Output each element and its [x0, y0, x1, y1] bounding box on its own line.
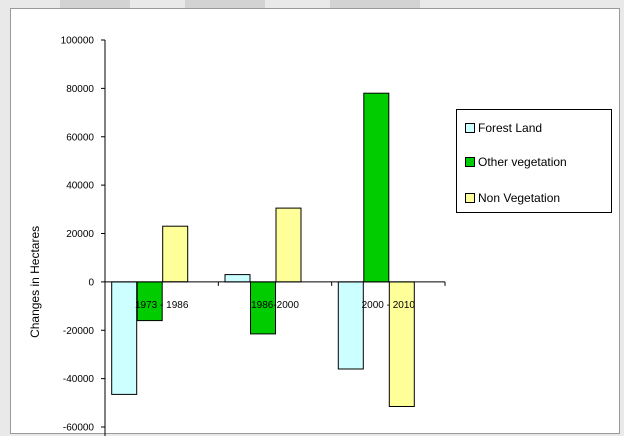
- bar-forest-land: [224, 274, 251, 283]
- bar-non-vegetation: [275, 207, 302, 283]
- y-tick-label: -20000: [63, 326, 95, 337]
- y-tick-label: -40000: [63, 374, 95, 385]
- y-tick-label: 80000: [66, 84, 94, 95]
- y-tick-label: 100000: [61, 36, 95, 47]
- bar-other-vegetation: [363, 92, 390, 283]
- legend-item-other-vegetation: Other vegetation: [465, 155, 567, 169]
- category-label: 1973 - 1986: [135, 300, 189, 311]
- chart-legend: Forest Land Other vegetation Non Vegetat…: [456, 109, 612, 213]
- legend-swatch-other-vegetation: [465, 157, 475, 167]
- y-tick-label: 20000: [66, 229, 94, 240]
- y-tick-label: 0: [88, 277, 94, 288]
- bar-forest-land: [337, 281, 364, 370]
- legend-swatch-forest-land: [465, 123, 475, 133]
- y-tick-label: -60000: [63, 423, 95, 434]
- y-tick-label: 60000: [66, 132, 94, 143]
- y-tick-label: 40000: [66, 181, 94, 192]
- legend-label: Other vegetation: [478, 155, 567, 169]
- legend-label: Forest Land: [478, 121, 543, 135]
- bar-forest-land: [111, 281, 138, 395]
- category-label: 2000 - 2010: [362, 300, 416, 311]
- y-axis-title: Changes in Hectares: [28, 226, 42, 338]
- legend-item-forest-land: Forest Land: [465, 121, 542, 135]
- category-label: 1986-2000: [251, 300, 299, 311]
- legend-item-non-vegetation: Non Vegetation: [465, 191, 560, 205]
- bar-non-vegetation: [162, 225, 189, 283]
- legend-label: Non Vegetation: [478, 191, 561, 205]
- legend-swatch-non-vegetation: [465, 193, 475, 203]
